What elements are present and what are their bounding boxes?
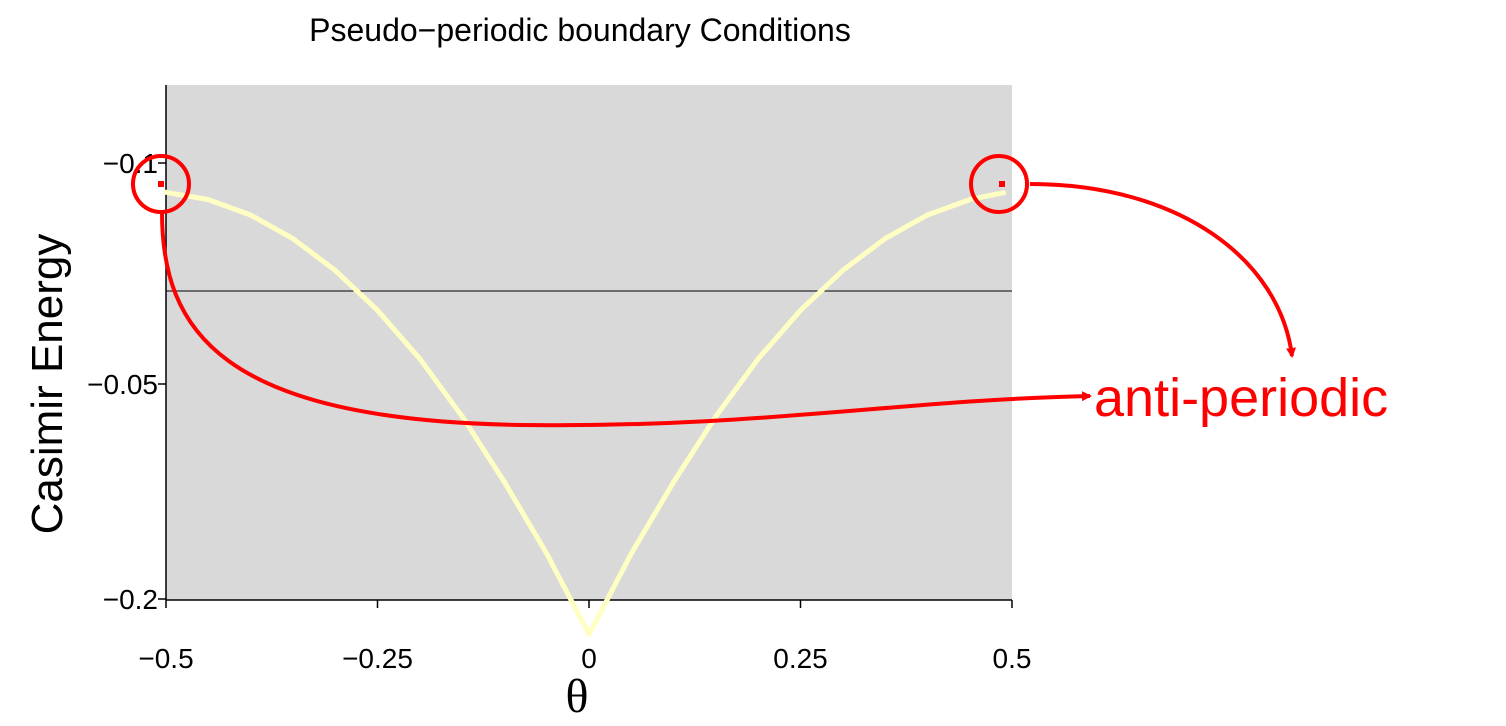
data-point bbox=[924, 212, 930, 218]
highlight-circle-right bbox=[969, 154, 1029, 214]
data-point bbox=[332, 267, 338, 273]
data-point bbox=[459, 413, 465, 419]
x-tick-label: −0.25 bbox=[342, 643, 413, 674]
data-point bbox=[205, 197, 211, 203]
data-point bbox=[163, 189, 169, 195]
data-point bbox=[798, 307, 803, 313]
x-tick-label: −0.5 bbox=[138, 643, 193, 674]
y-axis-label: Casimir Energy bbox=[23, 234, 72, 535]
plot-area bbox=[166, 85, 1012, 600]
highlight-point-right bbox=[999, 181, 1005, 187]
y-tick-label: −0.05 bbox=[87, 369, 158, 400]
data-point bbox=[713, 413, 719, 419]
data-point bbox=[671, 479, 677, 485]
data-point bbox=[586, 631, 592, 637]
annotation-label: anti-periodic bbox=[1094, 368, 1388, 428]
data-point bbox=[840, 267, 846, 273]
x-tick-label: 0.25 bbox=[773, 643, 828, 674]
y-tick-label: −0.1 bbox=[103, 148, 158, 179]
data-point bbox=[290, 236, 296, 242]
data-point bbox=[967, 197, 973, 203]
data-point bbox=[375, 307, 380, 313]
series-points bbox=[163, 189, 1007, 637]
x-tick-label: 0.5 bbox=[993, 643, 1032, 674]
annotation-arrow-right bbox=[1029, 182, 1296, 358]
data-point bbox=[755, 356, 761, 362]
data-point bbox=[628, 551, 634, 557]
highlight-point-left bbox=[158, 181, 164, 187]
chart-title: Pseudo−periodic boundary Conditions bbox=[309, 12, 851, 48]
annotation-arrow-left bbox=[160, 211, 1092, 428]
y-axis: −0.2 −0.05 −0.1 bbox=[87, 85, 167, 615]
x-axis-label: θ bbox=[566, 670, 589, 723]
data-point bbox=[882, 236, 888, 242]
x-tick-label: 0 bbox=[581, 643, 597, 674]
data-point bbox=[501, 479, 507, 485]
data-point bbox=[1001, 190, 1007, 196]
data-point bbox=[248, 212, 254, 218]
y-tick-label: −0.2 bbox=[103, 584, 158, 615]
x-axis: −0.5 −0.25 0 0.25 0.5 bbox=[138, 599, 1032, 674]
data-point bbox=[544, 551, 550, 557]
data-point bbox=[417, 356, 423, 362]
annotation: anti-periodic bbox=[131, 154, 1388, 428]
